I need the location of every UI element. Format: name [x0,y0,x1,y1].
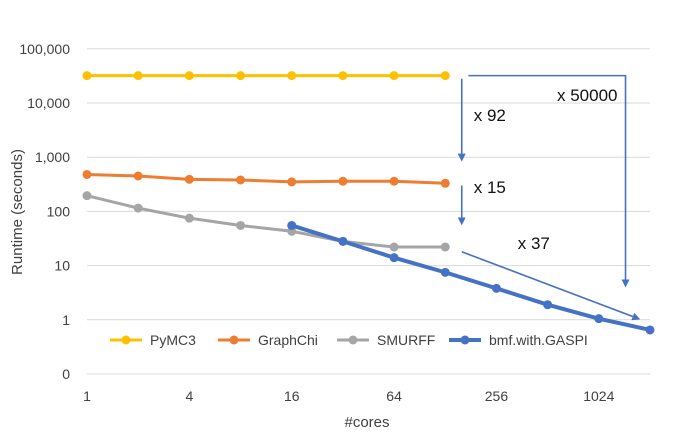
data-point [594,314,604,324]
data-point [440,178,450,188]
legend-swatch-marker [121,335,131,345]
y-tick-label: 1 [62,312,70,328]
legend-label: PyMC3 [150,332,196,348]
legend-item: SMURFF [337,332,435,348]
data-point [491,283,501,293]
data-point [133,171,143,181]
data-point [287,177,297,187]
x-tick-label: 4 [185,388,193,404]
x-tick-label: 16 [284,388,300,404]
gridlines [87,48,650,375]
data-point [543,300,553,310]
legend: PyMC3 GraphChi SMURFF bmf.with.GASPI [110,332,588,348]
legend-label: bmf.with.GASPI [489,332,588,348]
series-line [86,194,446,249]
data-point [440,267,450,277]
annotations: x 92 x 15 x 37 x 50000 [457,74,641,321]
data-point [236,71,246,81]
legend-swatch-marker [348,335,358,345]
data-point [440,242,450,252]
x-tick-label: 1024 [583,388,614,404]
data-point [133,71,143,81]
data-point [389,242,399,252]
legend-item: PyMC3 [110,332,196,348]
data-point [184,174,194,184]
y-tick-label: 0 [62,366,70,382]
x-axis-title: #cores [344,414,389,431]
legend-item: bmf.with.GASPI [449,332,588,348]
y-tick-label: 100,000 [19,41,70,57]
y-tick-label: 10,000 [27,95,70,111]
data-point [389,176,399,186]
data-point [82,71,92,81]
data-point [184,213,194,223]
data-point [82,191,92,201]
data-point [440,71,450,81]
data-point [82,169,92,179]
series-graphchi [82,169,450,188]
legend-item: GraphChi [218,332,318,348]
data-point [389,71,399,81]
series-pymc3 [82,71,450,81]
x-tick-label: 64 [386,388,402,404]
data-point [287,71,297,81]
series-layer [82,71,655,335]
x-tick-label: 256 [485,388,509,404]
legend-swatch-marker [460,335,470,345]
series-line [86,172,446,185]
legend-label: GraphChi [258,332,318,348]
annotation-label: x 37 [518,234,550,253]
arrow-x50000 [468,74,630,288]
annotation-label: x 50000 [557,86,618,105]
y-axis-title: Runtime (seconds) [9,149,26,275]
y-tick-label: 100 [47,203,71,219]
legend-label: SMURFF [377,332,435,348]
x-axis-ticks: 1 4 16 64 256 1024 [83,388,614,404]
series-line [291,223,651,332]
y-axis-ticks: 0 1 10 100 1,000 10,000 100,000 [19,41,70,382]
annotation-label: x 15 [474,178,506,197]
series-bmf-with-gaspi [287,220,655,335]
data-point [645,325,655,335]
data-point [133,203,143,213]
data-point [184,71,194,81]
data-point [338,71,348,81]
data-point [389,253,399,263]
arrow-x37 [461,251,641,321]
series-smurff [82,191,450,252]
legend-swatch-marker [229,335,239,345]
annotation-label: x 92 [474,106,506,125]
y-tick-label: 10 [54,258,70,274]
data-point [236,220,246,230]
x-tick-label: 1 [83,388,91,404]
data-point [287,220,297,230]
data-point [236,175,246,185]
data-point [338,236,348,246]
y-tick-label: 1,000 [35,149,70,165]
data-point [338,176,348,186]
